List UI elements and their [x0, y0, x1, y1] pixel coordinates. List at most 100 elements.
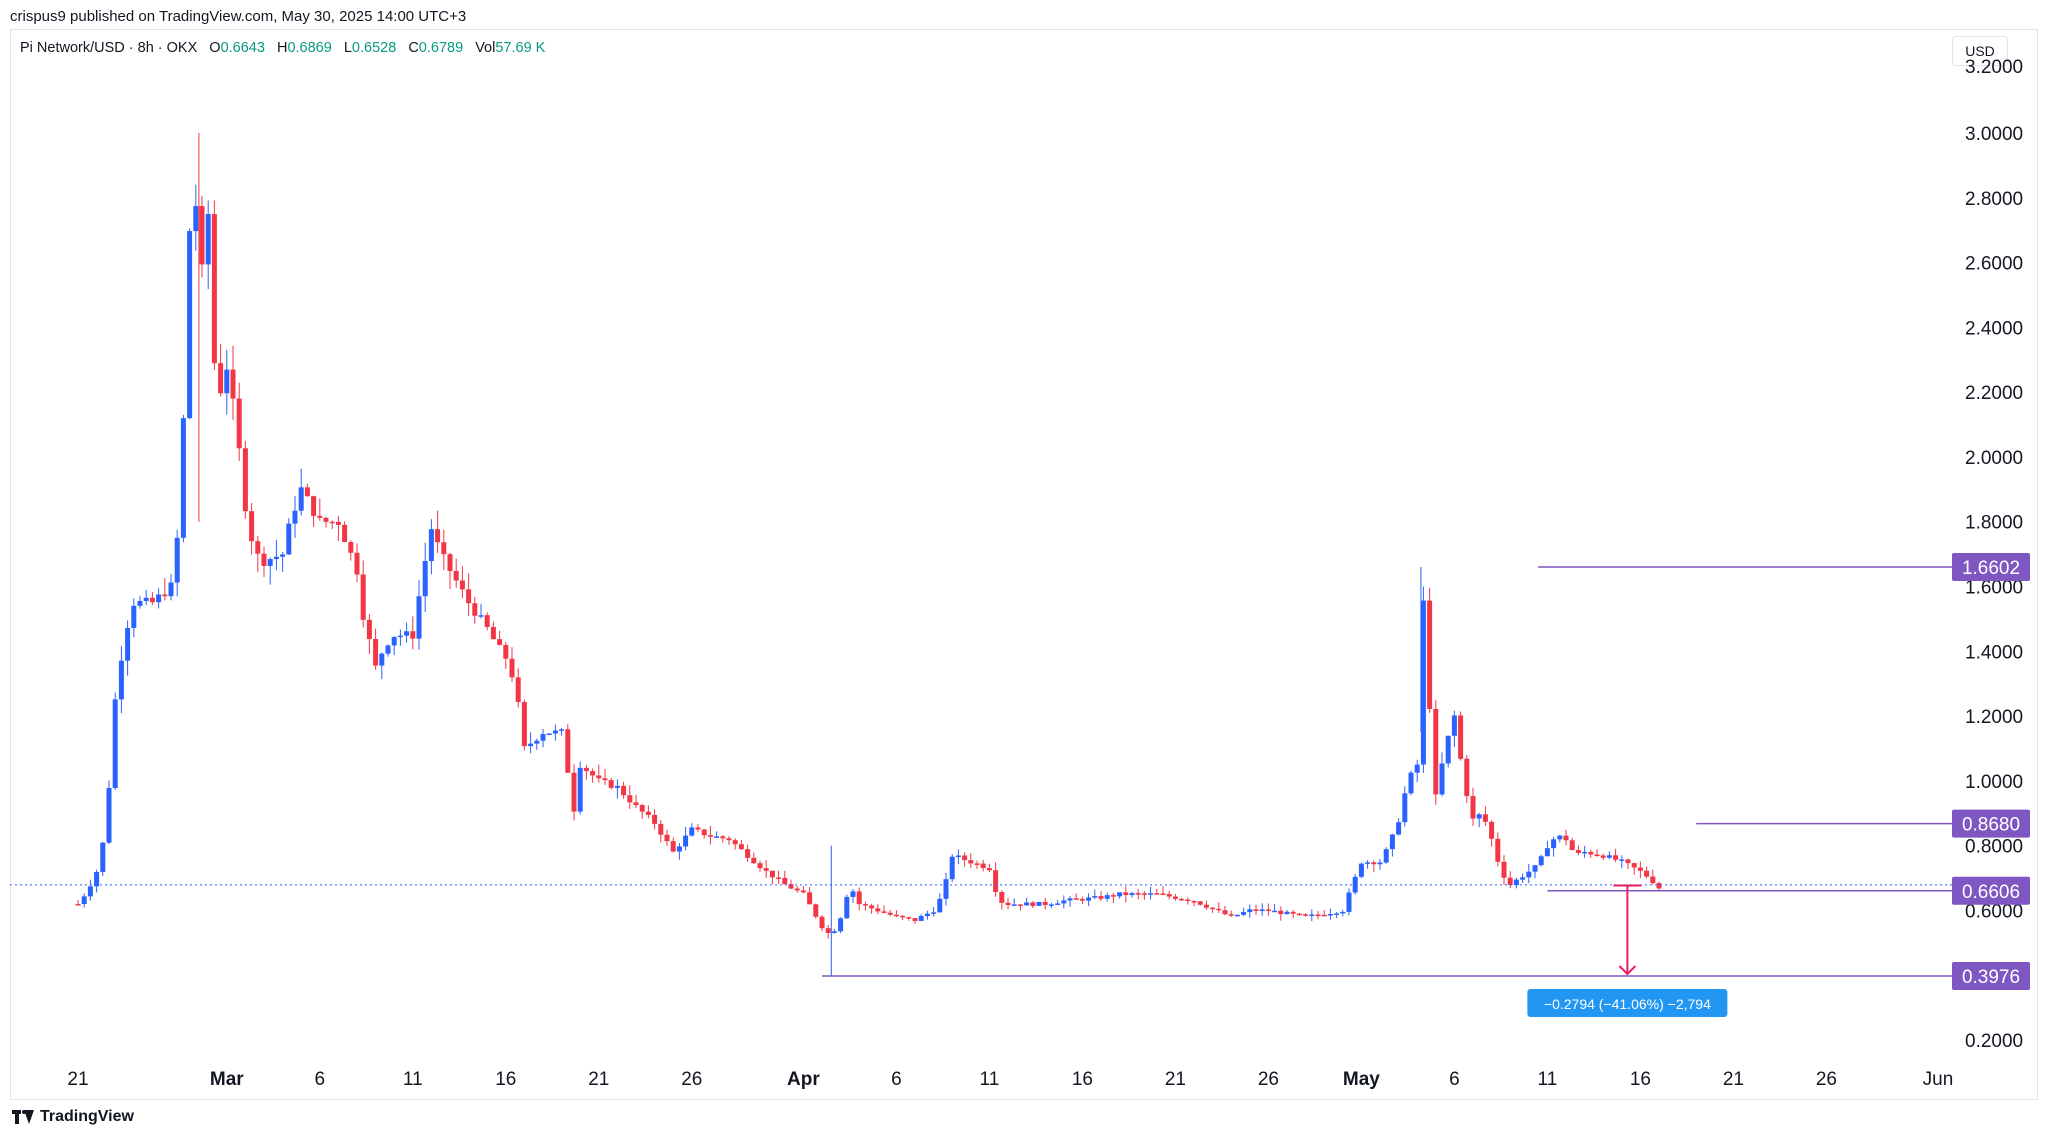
candle-body: [1532, 865, 1538, 872]
candle-body: [1141, 893, 1147, 895]
x-tick-label: 26: [1258, 1069, 1279, 1090]
y-tick-label: 1.8000: [1965, 513, 2023, 534]
x-tick-label: 6: [315, 1069, 326, 1090]
candle-body: [850, 891, 856, 897]
candle-body: [1606, 855, 1612, 858]
y-tick-label: 3.0000: [1965, 124, 2023, 145]
candle-body: [317, 515, 323, 518]
publisher-credit: crispus9 published on TradingView.com, M…: [10, 8, 467, 25]
y-tick-label: 1.2000: [1965, 707, 2023, 728]
currency-selector[interactable]: USD: [1952, 36, 2008, 66]
y-tick-label: 0.2000: [1965, 1031, 2023, 1052]
candle-body: [670, 841, 676, 852]
open-value: 0.6643: [220, 40, 265, 56]
candle-body: [1216, 908, 1222, 911]
candle-body: [924, 913, 930, 917]
tradingview-logo-text: TradingView: [40, 1108, 134, 1125]
candle-body: [763, 868, 769, 871]
candle-body: [633, 802, 639, 806]
tradingview-logo[interactable]: TradingView: [12, 1108, 134, 1126]
candle-body: [193, 206, 199, 232]
candle-body: [1234, 914, 1240, 917]
x-tick-label: 26: [1816, 1069, 1837, 1090]
candle-body: [906, 917, 912, 919]
price-chart[interactable]: 3.2000 3.0000 2.8000 2.6000 2.4000 2.2000 2.00…: [0, 0, 2048, 1100]
candle-body: [1327, 913, 1333, 916]
candle-body: [1191, 900, 1197, 903]
candle-body: [1166, 894, 1172, 897]
open-label: O: [209, 40, 221, 56]
x-tick-label: Apr: [787, 1069, 820, 1090]
candle-body: [379, 653, 385, 666]
low-value: 0.6528: [351, 40, 397, 56]
candle-body: [187, 231, 193, 419]
candle-body: [1259, 909, 1265, 911]
candle-body: [912, 918, 918, 921]
candle-body: [745, 849, 751, 858]
y-tick-label: 2.0000: [1965, 448, 2023, 469]
candle-body: [1117, 892, 1123, 897]
y-tick-label: 2.6000: [1965, 254, 2023, 275]
symbol-label[interactable]: Pi Network/USD · 8h · OKX: [20, 40, 198, 56]
candle-body: [311, 496, 317, 516]
candle-body: [1079, 898, 1085, 901]
candle-body: [993, 870, 999, 893]
level-price-label: 0.8680: [1962, 815, 2020, 836]
candle-body: [596, 775, 602, 779]
candle-body: [980, 863, 986, 869]
candle-body: [242, 448, 248, 512]
candle-body: [391, 636, 397, 646]
candle-body: [1588, 851, 1594, 855]
candle-body: [87, 886, 93, 897]
candle-body: [813, 904, 819, 917]
volume-label: Vol: [475, 40, 496, 56]
candle-body: [1148, 893, 1154, 895]
level-price-label: 0.6606: [1962, 882, 2020, 903]
candle-body: [218, 363, 224, 394]
candle-body: [1538, 856, 1544, 866]
candle-body: [794, 888, 800, 891]
candle-body: [1526, 871, 1532, 878]
candle-body: [1371, 862, 1377, 865]
candle-body: [844, 896, 850, 919]
x-tick-label: 26: [681, 1069, 702, 1090]
high-label: H: [276, 40, 288, 56]
x-tick-label: 6: [1449, 1069, 1460, 1090]
candle-body: [546, 733, 552, 736]
candle-body: [627, 795, 633, 803]
candle-body: [968, 860, 974, 864]
x-tick-label: 11: [1538, 1069, 1558, 1090]
candle-body: [689, 827, 695, 836]
candle-body: [887, 912, 893, 915]
candle-body: [1055, 903, 1061, 905]
candle-body: [1030, 902, 1036, 906]
candle-body: [342, 524, 348, 543]
y-tick-label: 2.8000: [1965, 189, 2023, 210]
candle-body: [1631, 863, 1637, 868]
candle-body: [1495, 838, 1501, 862]
candle-body: [590, 771, 596, 776]
candle-body: [125, 627, 131, 661]
candle-body: [304, 487, 310, 497]
candle-body: [664, 834, 670, 842]
candle-body: [1551, 839, 1557, 849]
candle-body: [1396, 822, 1402, 835]
measure-label: −0.2794 (−41.06%) −2,794: [1544, 996, 1711, 1012]
candle-body: [1445, 735, 1451, 764]
candle-body: [168, 582, 174, 597]
candle-body: [261, 553, 267, 566]
candle-body: [707, 835, 713, 837]
candle-body: [1092, 896, 1098, 898]
candle-body: [118, 660, 124, 700]
candle-body: [211, 214, 217, 364]
candle-body: [236, 398, 242, 449]
candle-body: [1507, 877, 1513, 885]
candle-body: [869, 905, 875, 909]
candle-body: [106, 787, 112, 843]
candle-body: [1160, 893, 1166, 895]
candle-body: [453, 570, 459, 581]
level-price-tag: [1952, 876, 2030, 905]
candle-body: [565, 729, 571, 773]
x-tick-label: 11: [403, 1069, 423, 1090]
candle-body: [428, 529, 434, 562]
